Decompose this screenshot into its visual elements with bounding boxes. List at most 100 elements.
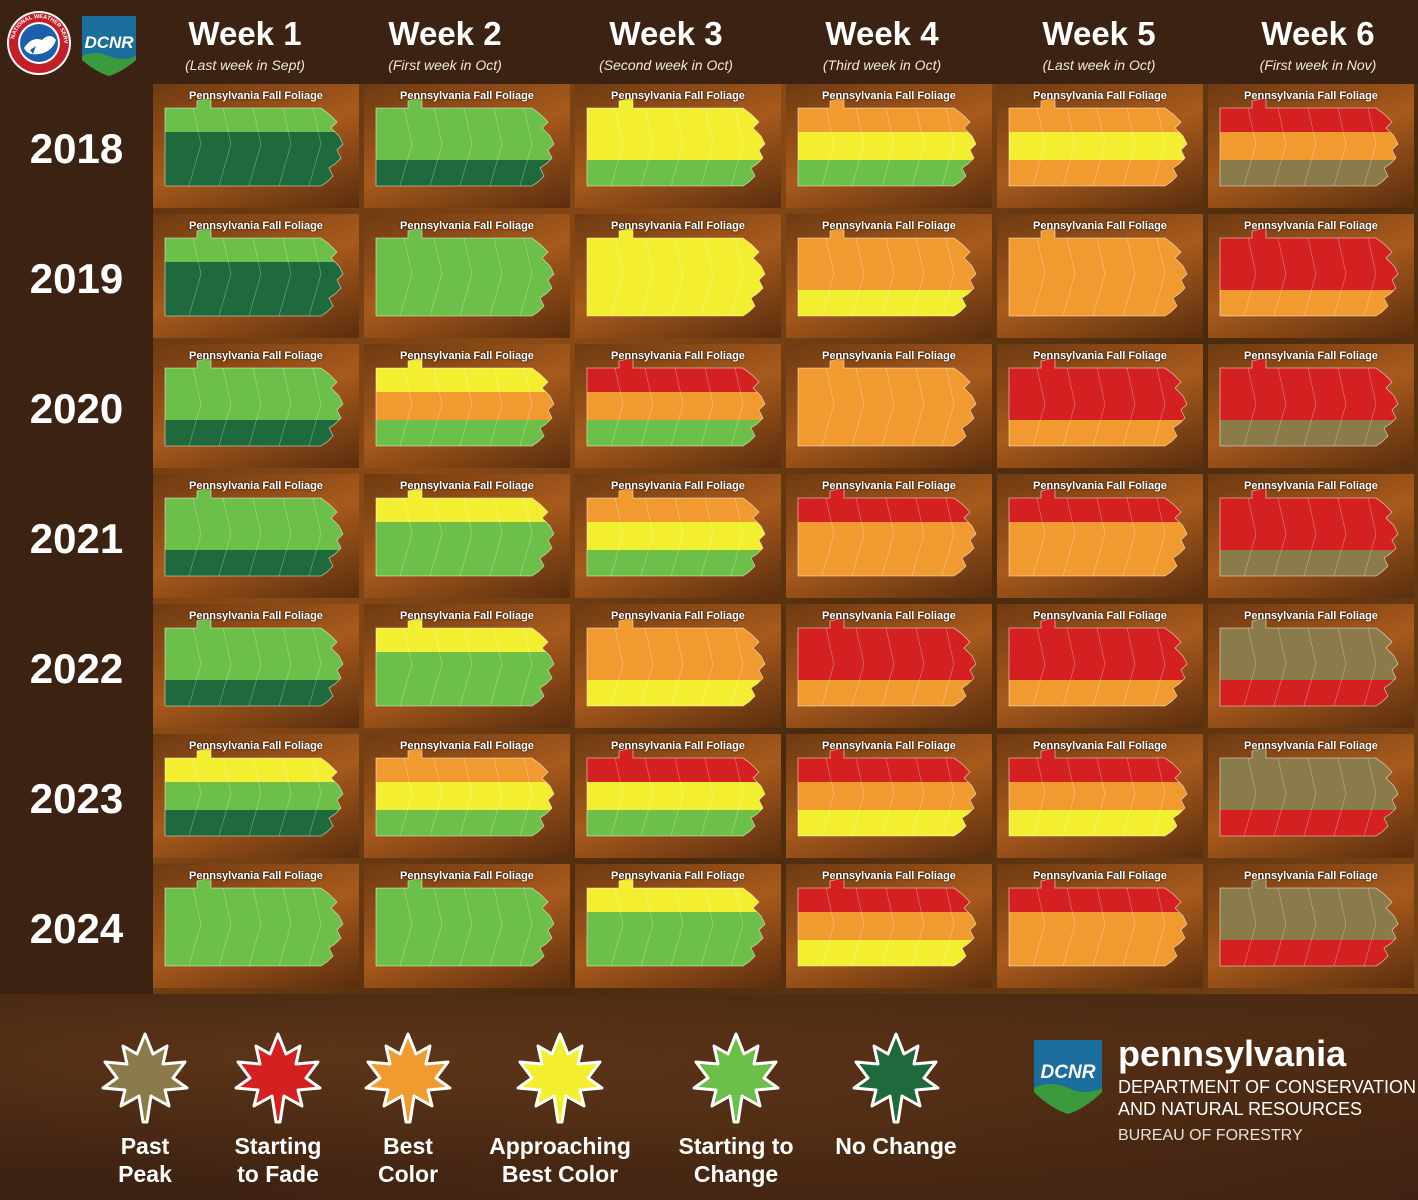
county-boundary (278, 237, 292, 316)
county-boundary (610, 367, 624, 446)
county-boundary (911, 367, 925, 446)
week-header: Week 4 (Third week in Oct) (782, 12, 982, 74)
foliage-region (1220, 392, 1398, 422)
foliage-map: Pennsylvania Fall Foliage (575, 474, 781, 598)
county-boundary (489, 367, 503, 446)
state-outline (164, 227, 344, 317)
state-outline (797, 747, 977, 837)
foliage-region (376, 810, 554, 836)
pa-state-map (586, 487, 766, 577)
county-boundary (1303, 627, 1317, 706)
county-boundary (489, 757, 503, 836)
county-boundary (1333, 757, 1347, 836)
county-boundary (1062, 757, 1076, 836)
county-boundary (308, 757, 322, 836)
county-boundary (1243, 367, 1257, 446)
maple-leaf-icon (516, 1032, 604, 1124)
state-outline (375, 357, 555, 447)
map-title: Pennsylvania Fall Foliage (1244, 90, 1378, 102)
foliage-region (376, 912, 554, 942)
county-boundary (821, 367, 835, 446)
county-boundary (1303, 237, 1317, 316)
foliage-map: Pennsylvania Fall Foliage (786, 734, 992, 858)
state-outline (797, 877, 977, 967)
foliage-region (798, 420, 976, 446)
county-boundary (1333, 887, 1347, 966)
state-outline (164, 97, 344, 187)
foliage-region (1220, 782, 1398, 812)
foliage-region (165, 290, 343, 316)
pa-state-map (375, 747, 555, 837)
county-boundary (610, 887, 624, 966)
state-outline (1008, 487, 1188, 577)
foliage-map: Pennsylvania Fall Foliage (153, 84, 359, 208)
foliage-region (587, 522, 765, 552)
state-outline (1219, 487, 1399, 577)
year-label: 2023 (29, 775, 124, 822)
map-grid (153, 84, 1418, 994)
pa-state-map (164, 487, 344, 577)
county-boundary (489, 627, 503, 706)
foliage-region (165, 420, 343, 446)
foliage-region (587, 392, 765, 422)
county-boundary (911, 497, 925, 576)
pa-state-map (164, 97, 344, 187)
county-boundary (1363, 887, 1377, 966)
foliage-map: Pennsylvania Fall Foliage (364, 734, 570, 858)
pa-state-map (375, 877, 555, 967)
pa-state-map (586, 357, 766, 447)
foliage-region (376, 940, 554, 966)
foliage-region (1009, 652, 1187, 682)
county-boundary (851, 887, 865, 966)
county-boundary (459, 237, 473, 316)
foliage-region (1220, 420, 1398, 446)
pa-state-map (797, 97, 977, 187)
county-boundary (429, 497, 443, 576)
foliage-region (587, 132, 765, 162)
foliage-region (376, 522, 554, 552)
foliage-map: Pennsylvania Fall Foliage (575, 734, 781, 858)
map-title: Pennsylvania Fall Foliage (400, 90, 534, 102)
county-boundary (188, 107, 202, 186)
map-title: Pennsylvania Fall Foliage (611, 870, 745, 882)
state-outline (375, 747, 555, 837)
county-boundary (459, 367, 473, 446)
foliage-map: Pennsylvania Fall Foliage (364, 344, 570, 468)
county-boundary (218, 107, 232, 186)
map-title: Pennsylvania Fall Foliage (400, 480, 534, 492)
pa-state-map (375, 487, 555, 577)
foliage-region (798, 912, 976, 942)
foliage-map: Pennsylvania Fall Foliage (997, 734, 1203, 858)
map-title: Pennsylvania Fall Foliage (1033, 740, 1167, 752)
map-title: Pennsylvania Fall Foliage (1244, 740, 1378, 752)
pa-state-map (1219, 747, 1399, 837)
county-boundary (429, 237, 443, 316)
foliage-map: Pennsylvania Fall Foliage (575, 864, 781, 988)
foliage-region (1220, 652, 1398, 682)
foliage-region (1009, 550, 1187, 576)
county-boundary (1122, 497, 1136, 576)
county-boundary (1363, 367, 1377, 446)
foliage-map: Pennsylvania Fall Foliage (575, 84, 781, 208)
state-outline (1219, 617, 1399, 707)
county-boundary (519, 237, 533, 316)
pa-state-map (797, 357, 977, 447)
foliage-region (1009, 940, 1187, 966)
county-boundary (640, 497, 654, 576)
foliage-region (1220, 290, 1398, 316)
county-boundary (610, 757, 624, 836)
county-boundary (1333, 627, 1347, 706)
state-outline (164, 487, 344, 577)
foliage-region (165, 940, 343, 966)
state-outline (375, 877, 555, 967)
county-boundary (941, 887, 955, 966)
foliage-map: Pennsylvania Fall Foliage (153, 474, 359, 598)
county-boundary (399, 627, 413, 706)
foliage-map: Pennsylvania Fall Foliage (997, 864, 1203, 988)
state-outline (797, 617, 977, 707)
foliage-region (1220, 160, 1398, 186)
foliage-region (1220, 550, 1398, 576)
pa-state-map (375, 357, 555, 447)
header-band (0, 0, 1418, 84)
county-boundary (1032, 237, 1046, 316)
